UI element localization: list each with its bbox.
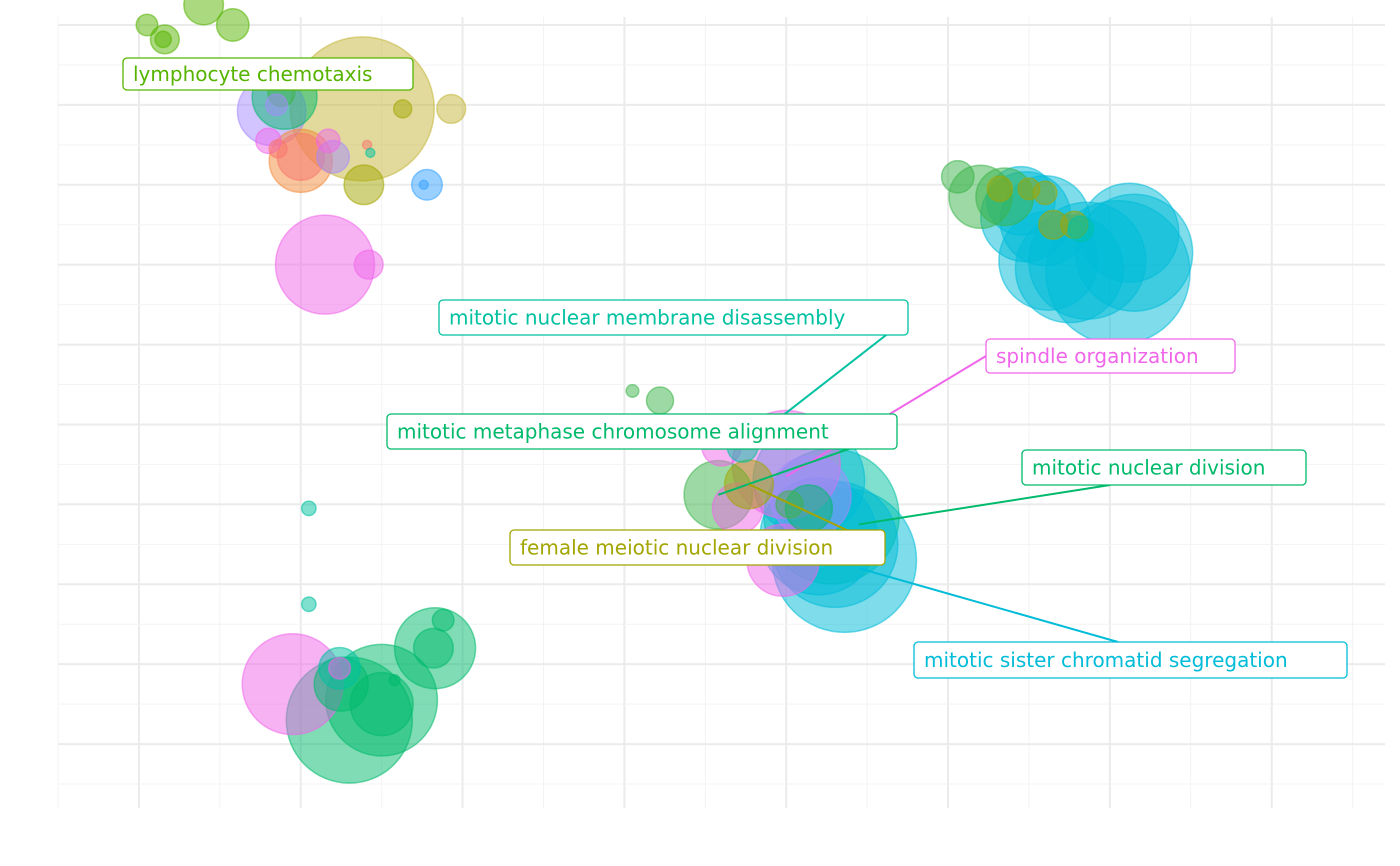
annotation-box <box>985 338 1236 374</box>
data-point <box>645 386 675 415</box>
annotation-box <box>438 299 909 336</box>
data-point <box>183 0 225 26</box>
data-point <box>300 500 317 517</box>
annotation-box <box>386 413 898 450</box>
data-point <box>1067 215 1095 243</box>
annotation-box <box>509 529 886 566</box>
annotation-label: mitotic metaphase chromosome alignment <box>397 420 829 444</box>
data-point <box>1017 177 1041 201</box>
data-point <box>625 383 640 398</box>
annotation-box <box>122 57 414 91</box>
annotation-label: mitotic nuclear division <box>1032 456 1265 480</box>
annotation-box <box>913 641 1348 679</box>
annotation-label: mitotic nuclear membrane disassembly <box>449 306 846 330</box>
annotation-leader-line <box>858 567 1119 643</box>
annotation-label: female meiotic nuclear division <box>520 536 833 560</box>
data-point <box>431 608 455 632</box>
data-point <box>412 627 454 669</box>
data-point <box>365 147 376 159</box>
data-point <box>264 93 289 117</box>
data-point <box>300 596 317 613</box>
data-point <box>392 99 413 119</box>
data-point <box>940 159 975 194</box>
data-point <box>986 175 1014 203</box>
annotation-label: spindle organization <box>996 344 1199 368</box>
data-point <box>268 139 288 159</box>
annotation-leader-line <box>858 484 1111 526</box>
annotation-label: lymphocyte chemotaxis <box>133 62 372 86</box>
data-point <box>436 93 467 125</box>
data-point <box>388 674 401 687</box>
annotation-label: mitotic sister chromatid segregation <box>924 648 1288 672</box>
data-point <box>1079 182 1180 283</box>
data-point <box>154 30 173 49</box>
annotation-layer: lymphocyte chemotaxis mitotic nuclear mem… <box>122 57 1348 679</box>
data-point <box>215 8 250 42</box>
data-point <box>328 656 352 680</box>
data-point <box>353 249 384 280</box>
data-point <box>418 179 429 191</box>
data-point <box>315 128 341 154</box>
data-point <box>135 13 159 37</box>
annotation-box <box>1021 449 1307 486</box>
data-point <box>343 164 385 206</box>
